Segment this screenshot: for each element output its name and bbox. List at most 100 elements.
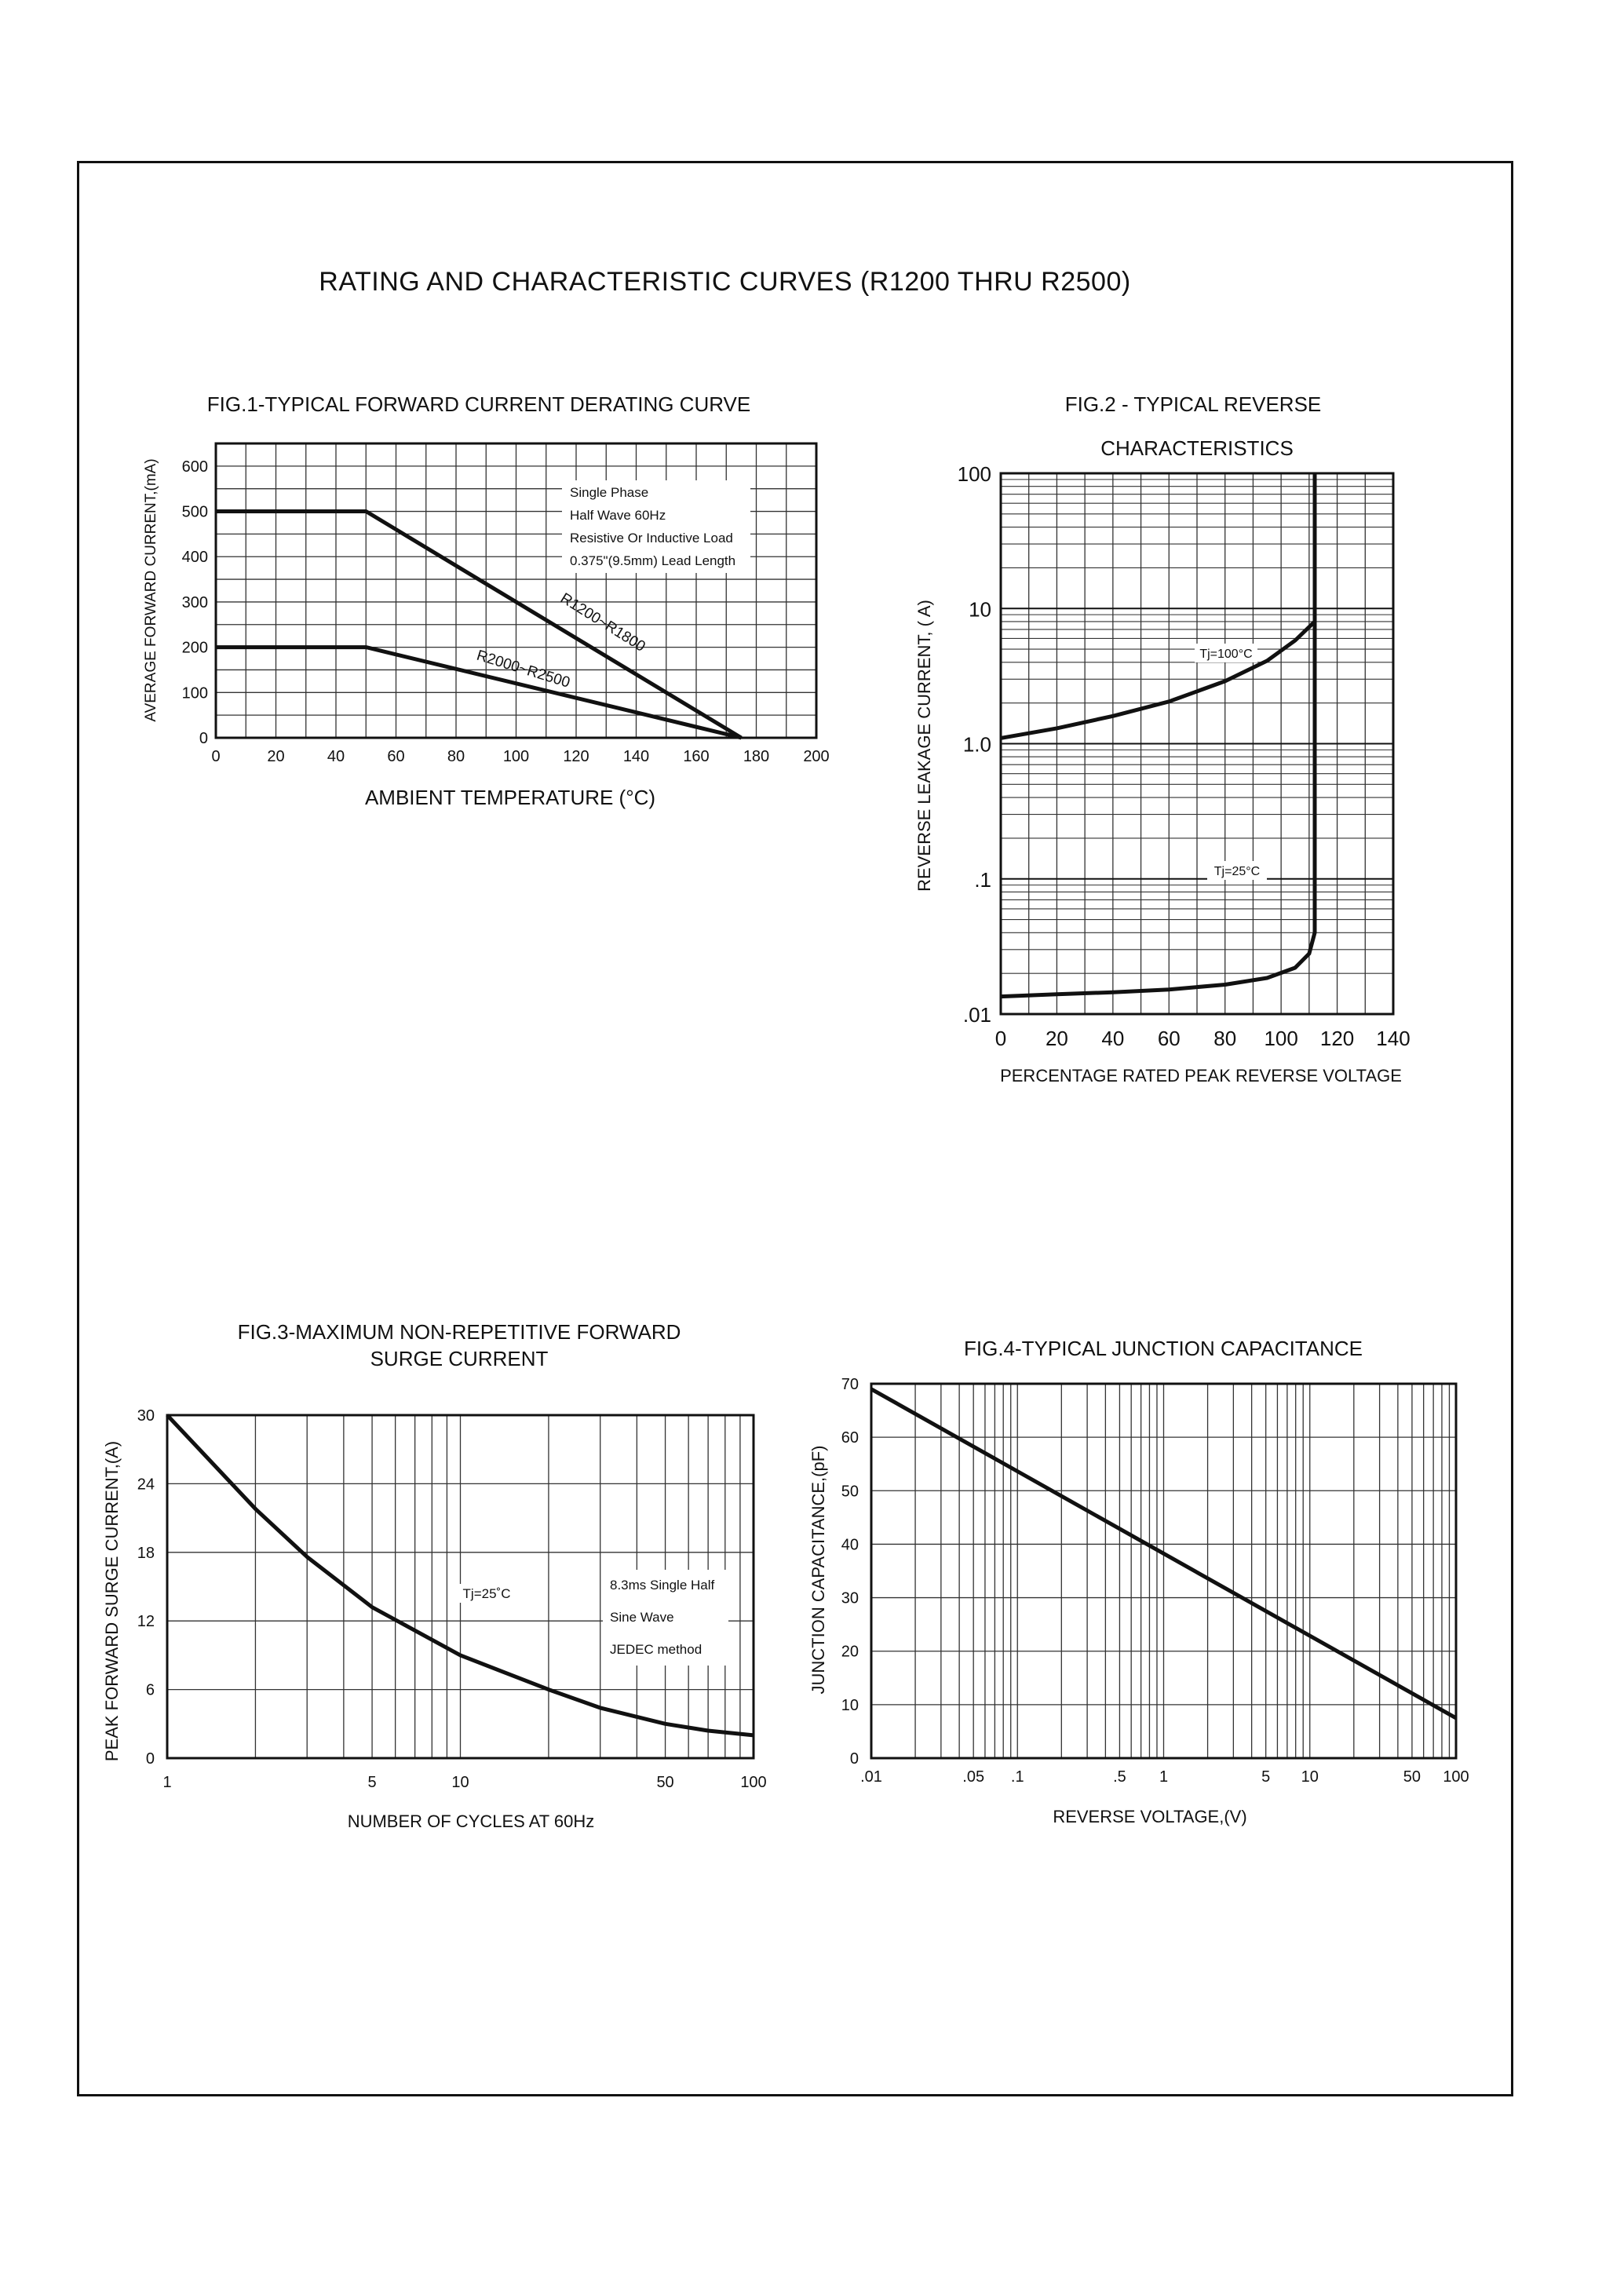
fig4-ytick-label: 10 bbox=[841, 1697, 859, 1714]
fig3-plot-frame bbox=[166, 1414, 755, 1760]
fig1-series-label: R1200~R1800 bbox=[557, 590, 648, 655]
fig3-xtick-label: 100 bbox=[740, 1774, 766, 1791]
fig2-xtick-label: 120 bbox=[1320, 1027, 1354, 1050]
fig2-plot-frame bbox=[999, 472, 1395, 1016]
fig3-xlabel: NUMBER OF CYCLES AT 60Hz bbox=[348, 1812, 595, 1831]
fig4-xtick-label: 100 bbox=[1443, 1768, 1469, 1786]
fig2-ytick-label: .1 bbox=[974, 868, 991, 892]
fig1-ylabel: AVERAGE FORWARD CURRENT,(mA) bbox=[143, 458, 159, 721]
fig1-ytick-label: 300 bbox=[182, 594, 208, 611]
fig1-xlabel: AMBIENT TEMPERATURE (°C) bbox=[365, 786, 655, 809]
fig1-ytick-label: 200 bbox=[182, 640, 208, 657]
fig4-ytick-label: 0 bbox=[850, 1750, 859, 1768]
fig3-subtitle: SURGE CURRENT bbox=[370, 1347, 549, 1370]
page-title: RATING AND CHARACTERISTIC CURVES (R1200 … bbox=[319, 267, 1131, 297]
fig3-annotation-line: Sine Wave bbox=[610, 1610, 674, 1625]
fig4-ytick-label: 50 bbox=[841, 1483, 859, 1500]
fig1-series-line bbox=[216, 509, 743, 740]
fig4-chart: FIG.4-TYPICAL JUNCTION CAPACITANCE .01 .05… bbox=[808, 1337, 1469, 1826]
fig1-xtick-label: 140 bbox=[623, 748, 649, 765]
fig2-xtick-label: 80 bbox=[1213, 1027, 1236, 1050]
fig3-xtick-label: 50 bbox=[656, 1774, 673, 1791]
fig3-ylabel: PEAK FORWARD SURGE CURRENT,(A) bbox=[102, 1441, 122, 1761]
fig3-ytick-label: 30 bbox=[137, 1407, 155, 1425]
fig4-xlabel: REVERSE VOLTAGE,(V) bbox=[1053, 1807, 1246, 1826]
fig1-xtick-label: 200 bbox=[803, 748, 829, 765]
fig1-xtick-label: 80 bbox=[447, 748, 465, 765]
fig3-annotation-line: 8.3ms Single Half bbox=[610, 1578, 715, 1593]
fig3-annotation-box bbox=[603, 1570, 728, 1666]
fig3-xtick-label: 10 bbox=[451, 1774, 469, 1791]
fig2-ytick-label: 1.0 bbox=[963, 733, 991, 757]
fig2-subtitle: CHARACTERISTICS bbox=[1100, 436, 1294, 460]
fig2-xtick-label: 20 bbox=[1046, 1027, 1068, 1050]
fig2-xtick-label: 0 bbox=[995, 1027, 1006, 1050]
fig3-ytick-label: 18 bbox=[137, 1545, 155, 1562]
fig4-xtick-label: .05 bbox=[962, 1768, 984, 1786]
fig4-xtick-label: .1 bbox=[1011, 1768, 1024, 1786]
fig2-xtick-label: 140 bbox=[1376, 1027, 1410, 1050]
fig4-xtick-label: 50 bbox=[1403, 1768, 1421, 1786]
fig4-ytick-label: 30 bbox=[841, 1590, 859, 1607]
fig3-xtick-label: 1 bbox=[162, 1774, 171, 1791]
fig1-xtick-label: 180 bbox=[743, 748, 769, 765]
fig2-xtick-label: 40 bbox=[1101, 1027, 1124, 1050]
fig2-ytick-label: 100 bbox=[958, 462, 991, 486]
fig1-annotation-line: Half Wave 60Hz bbox=[570, 508, 666, 523]
fig1-annotation-line: Resistive Or Inductive Load bbox=[570, 531, 733, 545]
fig1-xtick-label: 20 bbox=[267, 748, 284, 765]
fig2-chart: FIG.2 - TYPICAL REVERSE CHARACTERISTICS 0 2… bbox=[914, 392, 1411, 1085]
fig1-ytick-label: 500 bbox=[182, 504, 208, 521]
fig4-ytick-label: 40 bbox=[841, 1536, 859, 1553]
fig3-ytick-label: 24 bbox=[137, 1476, 155, 1493]
fig3-annotation-line: JEDEC method bbox=[610, 1642, 702, 1657]
fig2-title: FIG.2 - TYPICAL REVERSE bbox=[1065, 392, 1322, 416]
fig3-label-bg bbox=[458, 1584, 515, 1603]
page-frame bbox=[77, 161, 1513, 2096]
fig1-ytick-label: 600 bbox=[182, 458, 208, 476]
fig2-ytick-label: .01 bbox=[963, 1003, 991, 1027]
fig4-ytick-label: 60 bbox=[841, 1429, 859, 1447]
fig1-annotation-box bbox=[562, 480, 750, 573]
fig4-ytick-label: 70 bbox=[841, 1376, 859, 1393]
fig4-plot-frame bbox=[870, 1382, 1458, 1760]
fig4-series-line bbox=[870, 1387, 1458, 1720]
fig4-xtick-label: 10 bbox=[1301, 1768, 1319, 1786]
fig3-temp-label: Tj=25˚C bbox=[463, 1586, 511, 1601]
fig1-ytick-label: 0 bbox=[199, 730, 208, 747]
fig2-label-bg bbox=[1195, 644, 1257, 662]
fig3-ytick-label: 6 bbox=[146, 1682, 155, 1699]
fig2-series-line bbox=[1000, 473, 1317, 999]
fig3-ytick-label: 0 bbox=[146, 1750, 155, 1768]
fig3-xtick-label: 5 bbox=[368, 1774, 377, 1791]
fig1-ytick-label: 100 bbox=[182, 684, 208, 702]
fig3-series-line bbox=[166, 1414, 754, 1738]
fig1-xtick-label: 100 bbox=[503, 748, 529, 765]
fig2-xlabel: PERCENTAGE RATED PEAK REVERSE VOLTAGE bbox=[1000, 1066, 1402, 1085]
fig4-xtick-label: .01 bbox=[860, 1768, 882, 1786]
fig1-annotation-line: Single Phase bbox=[570, 485, 648, 500]
fig1-xtick-label: 160 bbox=[683, 748, 709, 765]
fig2-ylabel: REVERSE LEAKAGE CURRENT, ( A) bbox=[914, 600, 934, 892]
fig2-xtick-label: 60 bbox=[1158, 1027, 1181, 1050]
fig4-xtick-label: 5 bbox=[1261, 1768, 1270, 1786]
fig4-title: FIG.4-TYPICAL JUNCTION CAPACITANCE bbox=[964, 1337, 1363, 1360]
fig2-ytick-label: 10 bbox=[969, 597, 991, 621]
fig2-label-bg bbox=[1207, 861, 1267, 880]
fig2-series-label: Tj=100°C bbox=[1199, 648, 1252, 661]
fig4-xtick-label: 1 bbox=[1159, 1768, 1168, 1786]
fig1-xtick-label: 60 bbox=[387, 748, 404, 765]
fig3-ytick-label: 12 bbox=[137, 1613, 155, 1630]
fig1-annotation-line: 0.375"(9.5mm) Lead Length bbox=[570, 553, 735, 568]
fig4-xtick-label: .5 bbox=[1113, 1768, 1126, 1786]
fig3-title: FIG.3-MAXIMUM NON-REPETITIVE FORWARD bbox=[238, 1320, 681, 1344]
fig1-ytick-label: 400 bbox=[182, 549, 208, 566]
fig3-chart: FIG.3-MAXIMUM NON-REPETITIVE FORWARD SURG… bbox=[102, 1320, 767, 1831]
fig1-plot-frame bbox=[214, 442, 818, 739]
fig2-series-label: Tj=25°C bbox=[1214, 865, 1260, 878]
fig4-ytick-label: 20 bbox=[841, 1644, 859, 1661]
fig2-series-line bbox=[1000, 473, 1317, 740]
fig4-ylabel: JUNCTION CAPACITANCE,(pF) bbox=[808, 1446, 828, 1695]
fig1-title: FIG.1-TYPICAL FORWARD CURRENT DERATING C… bbox=[207, 392, 750, 416]
